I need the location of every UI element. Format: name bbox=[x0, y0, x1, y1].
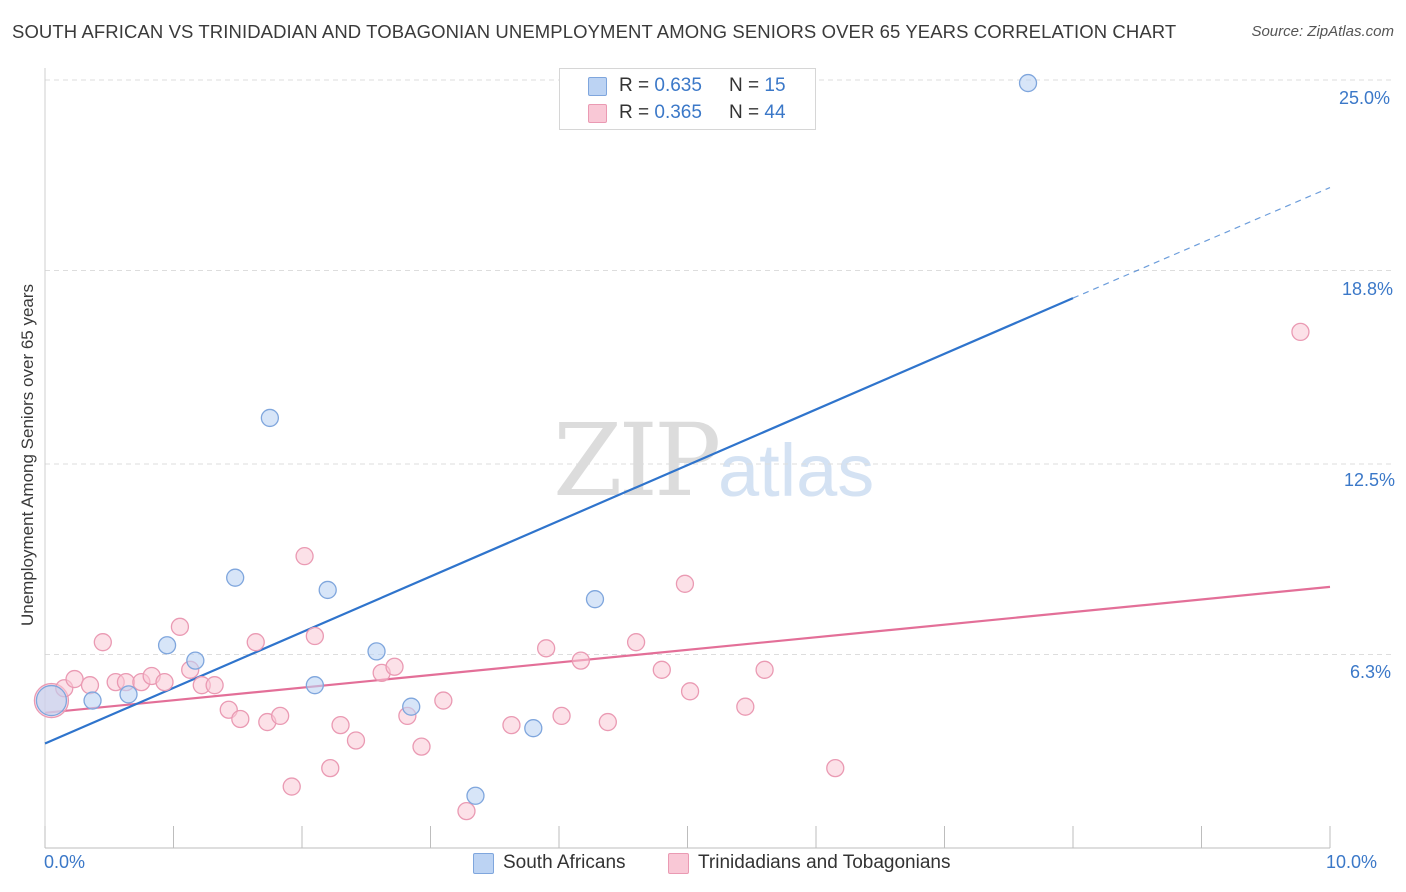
point-trinidadians-9 bbox=[155, 672, 174, 692]
point-trinidadians-10 bbox=[170, 617, 190, 636]
point-trinidadians-37 bbox=[675, 574, 695, 593]
point-trinidadians-18 bbox=[271, 706, 290, 726]
point-trinidadians-31 bbox=[502, 715, 521, 735]
point-trinidadians-24 bbox=[346, 731, 366, 750]
point-trinidadians-20 bbox=[295, 547, 314, 566]
point-south-africans-5 bbox=[226, 568, 245, 587]
point-trinidadians-3 bbox=[80, 676, 100, 695]
point-trinidadians-23 bbox=[331, 715, 350, 735]
point-trinidadians-30 bbox=[457, 801, 476, 821]
legend-n-value: 44 bbox=[764, 102, 786, 123]
watermark-zip: ZIP bbox=[553, 402, 721, 519]
point-trinidadians-21 bbox=[305, 626, 325, 646]
point-south-africans-13 bbox=[585, 590, 605, 609]
point-trinidadians-43 bbox=[1291, 322, 1310, 342]
point-south-africans-6 bbox=[260, 408, 280, 428]
point-trinidadians-38 bbox=[652, 660, 671, 679]
point-trinidadians-42 bbox=[826, 758, 845, 778]
point-trinidadians-13 bbox=[205, 676, 224, 695]
point-trinidadians-19 bbox=[282, 777, 301, 796]
point-trinidadians-41 bbox=[755, 660, 774, 679]
y-tick-label-25: 25.0% bbox=[1339, 88, 1391, 108]
legend-swatch-pink bbox=[588, 104, 607, 123]
legend-row-south-africans: R = 0.635 N = 15 bbox=[560, 74, 815, 100]
point-south-africans-2 bbox=[119, 685, 138, 704]
point-trinidadians-28 bbox=[412, 737, 431, 756]
point-trinidadians-26 bbox=[385, 657, 404, 676]
bottom-legend-swatch-blue bbox=[473, 853, 494, 874]
point-trinidadians-16 bbox=[246, 633, 265, 652]
point-south-africans-0 bbox=[35, 684, 68, 717]
y-tick-label-6-3: 6.3% bbox=[1350, 662, 1392, 682]
correlation-legend: R = 0.635 N = 15 R = 0.365 N = 44 bbox=[559, 68, 816, 130]
point-south-africans-9 bbox=[367, 642, 386, 661]
point-south-africans-8 bbox=[318, 580, 337, 600]
point-trinidadians-22 bbox=[321, 758, 340, 778]
watermark-atlas: atlas bbox=[718, 429, 875, 512]
trend-line-trinidadians bbox=[44, 585, 1331, 714]
x-tick-label-max: 10.0% bbox=[1326, 852, 1378, 872]
legend-row-trinidadians: R = 0.365 N = 44 bbox=[560, 101, 815, 127]
point-trinidadians-39 bbox=[680, 682, 700, 701]
trend-line-south-africans bbox=[44, 297, 1074, 745]
point-trinidadians-29 bbox=[434, 691, 453, 710]
point-trinidadians-33 bbox=[552, 706, 571, 726]
point-trinidadians-4 bbox=[93, 633, 112, 652]
point-trinidadians-32 bbox=[537, 639, 556, 658]
point-south-africans-12 bbox=[524, 719, 543, 738]
point-south-africans-14 bbox=[1018, 73, 1038, 93]
x-tick-label-min: 0.0% bbox=[44, 852, 86, 872]
point-south-africans-10 bbox=[402, 697, 421, 716]
point-south-africans-4 bbox=[186, 651, 205, 670]
point-trinidadians-36 bbox=[626, 633, 646, 652]
bottom-legend-swatch-pink bbox=[668, 853, 689, 874]
source-credit: Source: ZipAtlas.com bbox=[1251, 23, 1394, 40]
point-trinidadians-34 bbox=[571, 651, 590, 670]
legend-swatch-blue bbox=[588, 77, 607, 96]
point-south-africans-11 bbox=[466, 786, 485, 805]
bottom-legend-label: South Africans bbox=[503, 852, 626, 873]
chart-title: SOUTH AFRICAN VS TRINIDADIAN AND TOBAGON… bbox=[12, 21, 1177, 42]
point-trinidadians-2 bbox=[65, 669, 84, 689]
point-trinidadians-40 bbox=[736, 697, 755, 716]
point-south-africans-3 bbox=[157, 636, 177, 655]
point-trinidadians-15 bbox=[231, 709, 250, 729]
trend-line-south-africans-extension bbox=[1072, 186, 1331, 299]
legend-n-value: 15 bbox=[764, 75, 786, 96]
legend-r-value: 0.635 bbox=[654, 75, 702, 96]
legend-r: R = 0.365 bbox=[619, 102, 702, 123]
point-south-africans-1 bbox=[83, 691, 102, 710]
legend-r: R = 0.635 bbox=[619, 75, 702, 96]
y-tick-label-18-8: 18.8% bbox=[1342, 279, 1394, 299]
legend-n: N = 44 bbox=[729, 102, 786, 123]
point-trinidadians-35 bbox=[598, 712, 617, 732]
legend-n: N = 15 bbox=[729, 75, 786, 96]
point-south-africans-7 bbox=[305, 676, 325, 695]
bottom-legend-label: Trinidadians and Tobagonians bbox=[698, 852, 951, 873]
legend-r-value: 0.365 bbox=[654, 102, 702, 123]
y-tick-label-12-5: 12.5% bbox=[1344, 470, 1396, 490]
